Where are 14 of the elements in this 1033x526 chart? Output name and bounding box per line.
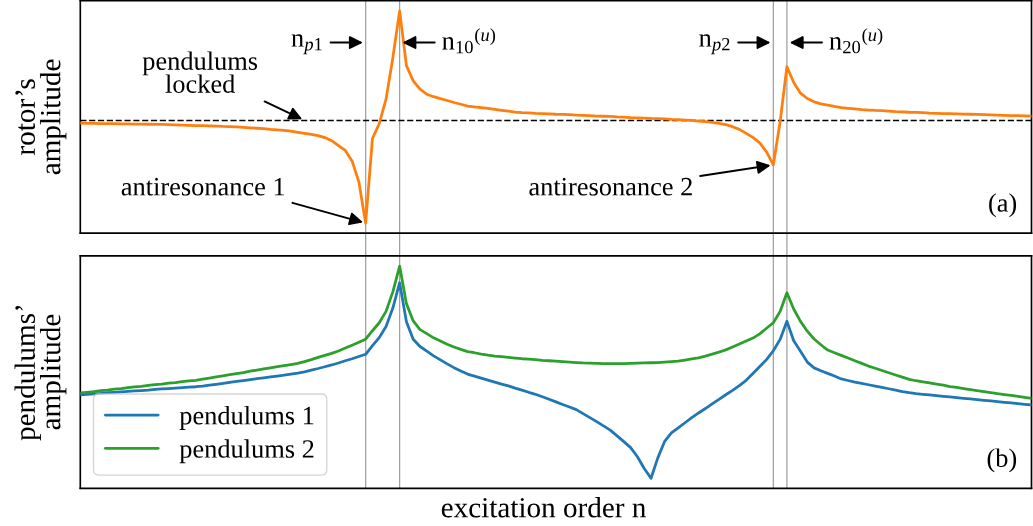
ref-line-label: pendulums locked xyxy=(142,51,258,93)
annotation: n$_{20}$$^{(u)}$ xyxy=(829,28,883,54)
y-axis-title: pendulums’ amplitude xyxy=(14,306,67,441)
annotation: (b) xyxy=(987,448,1017,473)
y-axis-title: rotor’s amplitude xyxy=(15,59,67,175)
annotation: (a) xyxy=(989,193,1017,218)
legend-label: pendulums 1 xyxy=(179,405,314,430)
annotation: n$_{p1}$ xyxy=(291,34,322,55)
annotation: antiresonance 2 xyxy=(529,177,692,196)
legend-label: pendulums 2 xyxy=(179,439,314,464)
annotation: antiresonance 1 xyxy=(121,177,285,196)
annotation: n$_{p2}$ xyxy=(699,34,730,55)
x-axis-title: excitation order n xyxy=(441,497,646,518)
annotation: n$_{10}$$^{(u)}$ xyxy=(442,28,496,54)
